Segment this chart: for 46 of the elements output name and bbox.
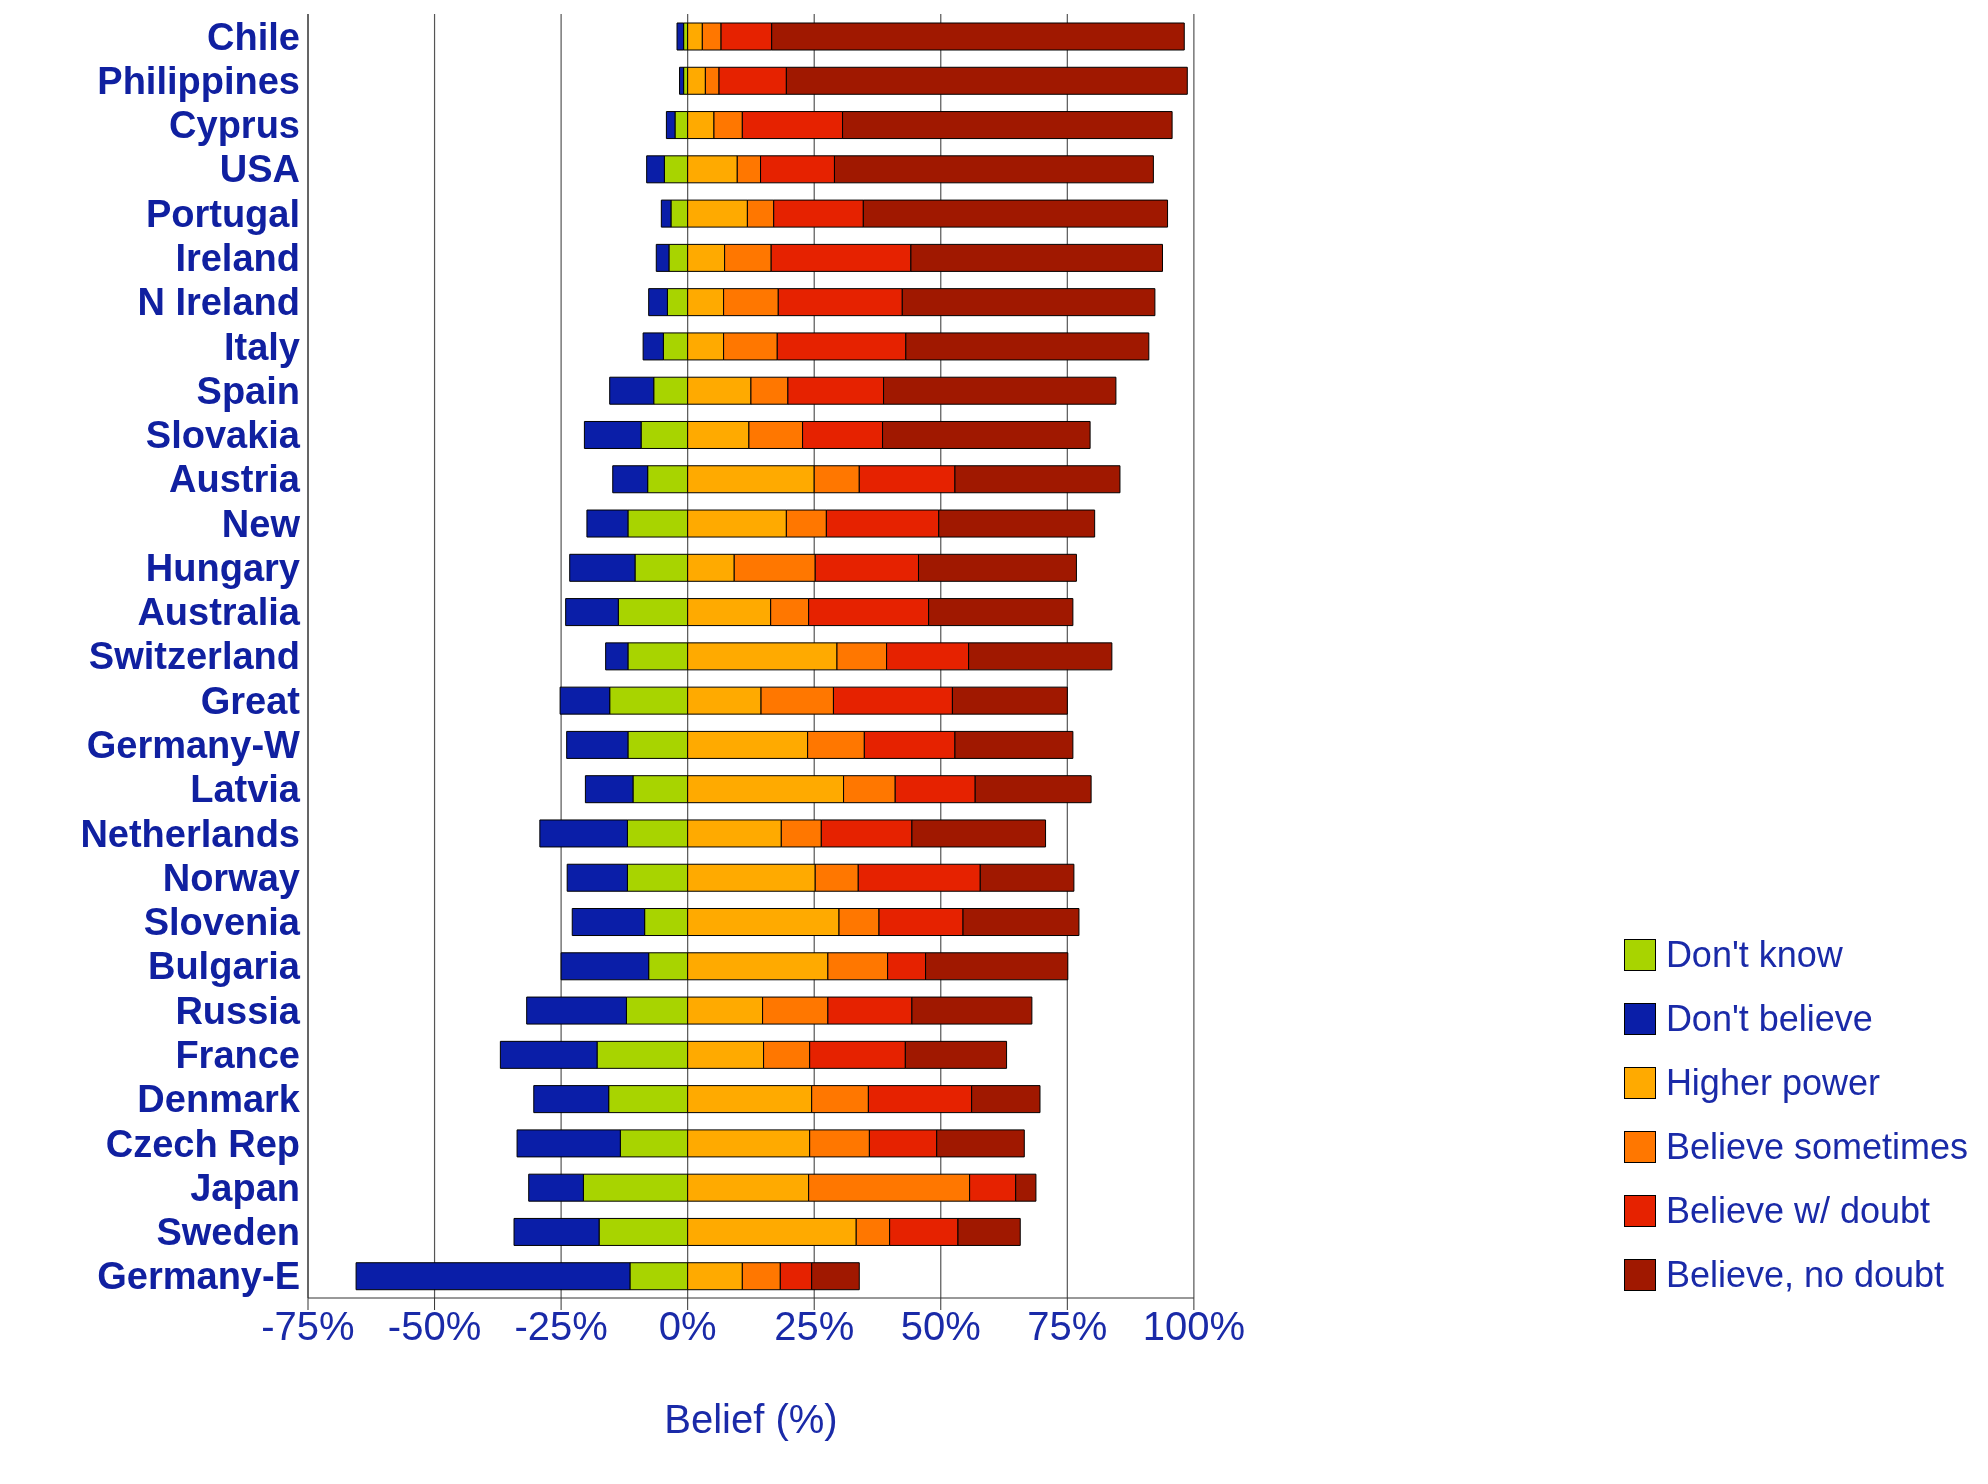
legend-label: Believe w/ doubt bbox=[1665, 1190, 1931, 1232]
y-tick-label: Norway bbox=[162, 856, 300, 899]
y-tick-label: Bulgaria bbox=[147, 945, 301, 988]
y-tick-label: Philippines bbox=[97, 59, 300, 102]
x-tick-label: -25% bbox=[514, 1304, 608, 1349]
x-tick-label: -75% bbox=[261, 1304, 355, 1349]
bar bbox=[676, 22, 685, 51]
x-tick-label: 0% bbox=[658, 1304, 717, 1349]
y-tick-label: France bbox=[175, 1033, 300, 1076]
y-tick-label: USA bbox=[219, 148, 300, 191]
y-tick-label: Spain bbox=[196, 369, 300, 412]
y-tick-label: Latvia bbox=[190, 768, 301, 811]
y-tick-label: Russia bbox=[175, 989, 301, 1032]
y-tick-label: Austria bbox=[169, 458, 301, 501]
y-tick-label: Italy bbox=[223, 325, 300, 368]
y-tick-label: Netherlands bbox=[80, 812, 300, 855]
y-tick-label: Czech Rep bbox=[105, 1122, 300, 1165]
y-tick-label: Slovakia bbox=[145, 414, 301, 457]
legend-label: Don't know bbox=[1665, 934, 1843, 976]
x-tick-label: 75% bbox=[1027, 1304, 1108, 1349]
y-tick-label: Germany-W bbox=[86, 724, 301, 767]
y-tick-label: N Ireland bbox=[137, 281, 300, 324]
x-axis-title: Belief (%) bbox=[664, 1397, 838, 1441]
bar bbox=[679, 66, 685, 95]
y-tick-label: New bbox=[221, 502, 301, 545]
legend-label: Believe, no doubt bbox=[1665, 1254, 1945, 1296]
y-tick-label: Sweden bbox=[156, 1211, 300, 1254]
y-tick-label: Portugal bbox=[145, 192, 300, 235]
x-tick-label: 100% bbox=[1142, 1304, 1246, 1349]
legend-label: Higher power bbox=[1665, 1062, 1880, 1104]
y-tick-label: Slovenia bbox=[143, 901, 301, 944]
y-tick-label: Cyprus bbox=[169, 104, 300, 147]
y-tick-label: Australia bbox=[137, 591, 301, 634]
y-tick-label: Japan bbox=[190, 1166, 300, 1209]
y-tick-label: Chile bbox=[207, 15, 300, 58]
y-tick-label: Great bbox=[200, 679, 301, 722]
y-tick-label: Hungary bbox=[145, 546, 300, 589]
x-tick-label: -50% bbox=[387, 1304, 482, 1349]
x-tick-label: 50% bbox=[900, 1304, 981, 1349]
y-tick-label: Switzerland bbox=[88, 635, 300, 678]
legend-label: Believe sometimes bbox=[1665, 1126, 1968, 1168]
y-tick-label: Germany-E bbox=[97, 1255, 300, 1298]
x-tick-label: 25% bbox=[774, 1304, 855, 1349]
legend-label: Don't believe bbox=[1665, 998, 1873, 1040]
y-tick-label: Denmark bbox=[137, 1078, 301, 1121]
y-tick-label: Ireland bbox=[175, 237, 300, 280]
